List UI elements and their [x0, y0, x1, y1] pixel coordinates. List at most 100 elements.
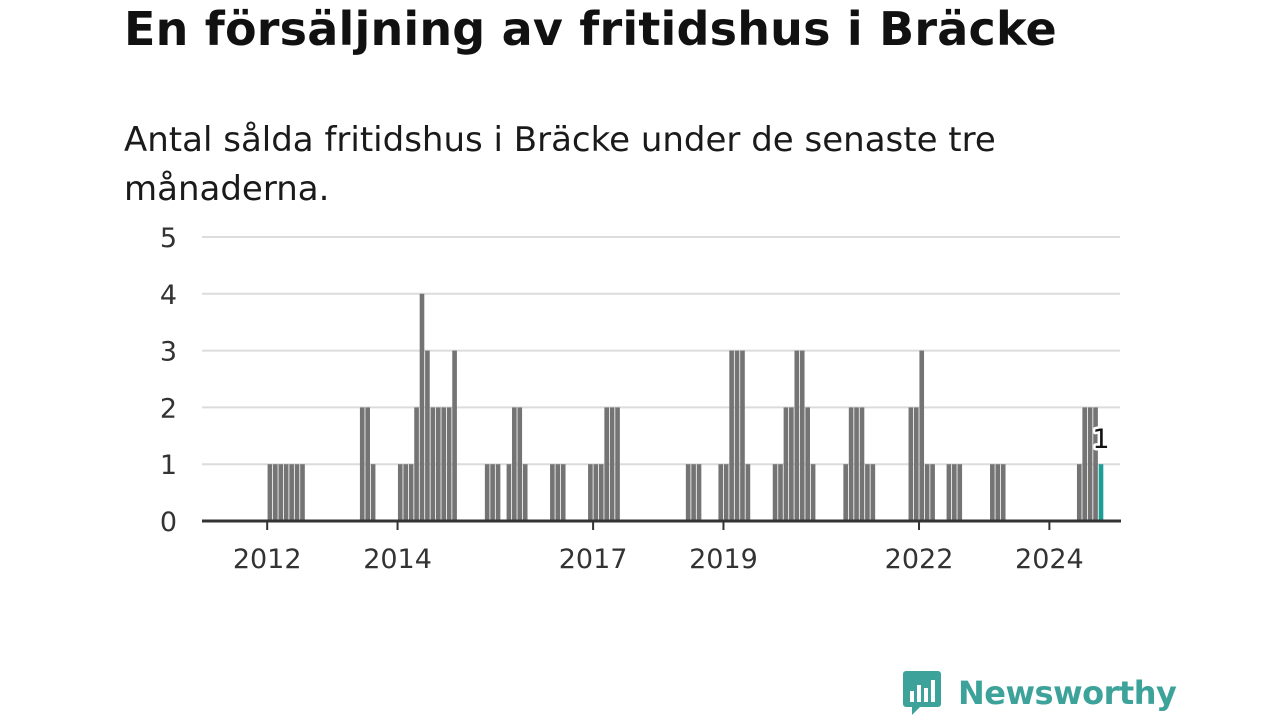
- bar: [403, 464, 409, 521]
- x-axis-ticks: 2012 2014 2017 2019 2022 2024: [233, 521, 1084, 575]
- bar: [848, 407, 854, 521]
- bar: [414, 407, 419, 521]
- bar: [734, 350, 740, 521]
- chart-title: En försäljning av fritidshus i Bräcke: [124, 2, 1057, 56]
- bar: [957, 464, 963, 521]
- bar: [843, 464, 849, 521]
- brand-name: Newsworthy: [958, 674, 1177, 712]
- bar: [946, 464, 952, 521]
- bar: [609, 407, 615, 521]
- chart-subtitle: Antal sålda fritidshus i Bräcke under de…: [124, 120, 996, 209]
- x-tick-label: 2014: [363, 544, 432, 575]
- bar: [1000, 464, 1006, 521]
- bar: [435, 407, 441, 521]
- bar: [441, 407, 447, 521]
- bar: [365, 407, 370, 521]
- bar: [745, 464, 751, 521]
- bar: [598, 464, 604, 521]
- bar: [810, 464, 816, 521]
- brand: Newsworthy: [902, 670, 1177, 716]
- bar: [865, 464, 870, 521]
- bar: [273, 464, 278, 521]
- bar: [952, 464, 957, 521]
- bar: [789, 407, 794, 521]
- bar: [300, 464, 305, 521]
- bar: [506, 464, 512, 521]
- bars: [267, 293, 1104, 521]
- bar: [799, 350, 805, 521]
- bar: [930, 464, 935, 521]
- bar: [1093, 407, 1098, 521]
- bar: [484, 464, 490, 521]
- x-tick-label: 2024: [1015, 544, 1084, 575]
- y-tick-label: 1: [160, 450, 177, 481]
- x-tick-label: 2012: [233, 544, 302, 575]
- bar: [278, 464, 284, 521]
- bar: [913, 407, 919, 521]
- bar: [550, 464, 555, 521]
- bar: [919, 350, 925, 521]
- bar: [1082, 407, 1088, 521]
- y-tick-label: 5: [160, 223, 177, 254]
- highlight-bar: [1098, 464, 1104, 521]
- y-tick-label: 0: [160, 507, 177, 538]
- y-axis-ticks: 0 1 2 3 4 5: [160, 223, 177, 538]
- bar: [593, 464, 599, 521]
- bar: [691, 464, 696, 521]
- bar: [359, 407, 365, 521]
- bar: [397, 464, 403, 521]
- bar: [615, 407, 620, 521]
- y-tick-label: 2: [160, 393, 177, 424]
- bar: [696, 464, 702, 521]
- bar: [283, 464, 289, 521]
- bar: [425, 350, 430, 521]
- y-tick-label: 3: [160, 337, 177, 368]
- bar: [1087, 407, 1093, 521]
- bar: [512, 407, 517, 521]
- bar: [859, 407, 865, 521]
- x-tick-label: 2019: [689, 544, 758, 575]
- bar: [783, 407, 789, 521]
- bar: [908, 407, 914, 521]
- bar: [718, 464, 724, 521]
- bar: [723, 464, 729, 521]
- bar: [289, 464, 294, 521]
- bar: [772, 464, 778, 521]
- bar: [794, 350, 800, 521]
- bar: [555, 464, 561, 521]
- bar: [604, 407, 609, 521]
- bar: [1076, 464, 1082, 521]
- bar: [995, 464, 1001, 521]
- bar: [805, 407, 810, 521]
- bar: [490, 464, 495, 521]
- bar: [408, 464, 414, 521]
- bar: [870, 464, 876, 521]
- highlight-data-label: 1: [1092, 424, 1109, 455]
- bar: [452, 350, 457, 521]
- bar: [430, 407, 436, 521]
- bar: [740, 350, 745, 521]
- bar: [990, 464, 995, 521]
- x-tick-label: 2017: [559, 544, 628, 575]
- bar: [560, 464, 566, 521]
- bar: [522, 464, 528, 521]
- bar: [685, 464, 691, 521]
- data-labels: 1: [1090, 422, 1112, 458]
- grid-lines: [202, 236, 1120, 466]
- bar: [446, 407, 452, 521]
- bar: [294, 464, 300, 521]
- bar: [778, 464, 783, 521]
- bar: [370, 464, 376, 521]
- bar: [419, 293, 425, 521]
- bar: [517, 407, 523, 521]
- bar: [588, 464, 593, 521]
- y-tick-label: 4: [160, 280, 177, 311]
- bar: [729, 350, 734, 521]
- x-tick-label: 2022: [885, 544, 954, 575]
- bar-chart-speech-bubble-icon: [903, 671, 941, 715]
- bar: [267, 464, 273, 521]
- bar: [854, 407, 859, 521]
- bar: [924, 464, 930, 521]
- bar: [495, 464, 501, 521]
